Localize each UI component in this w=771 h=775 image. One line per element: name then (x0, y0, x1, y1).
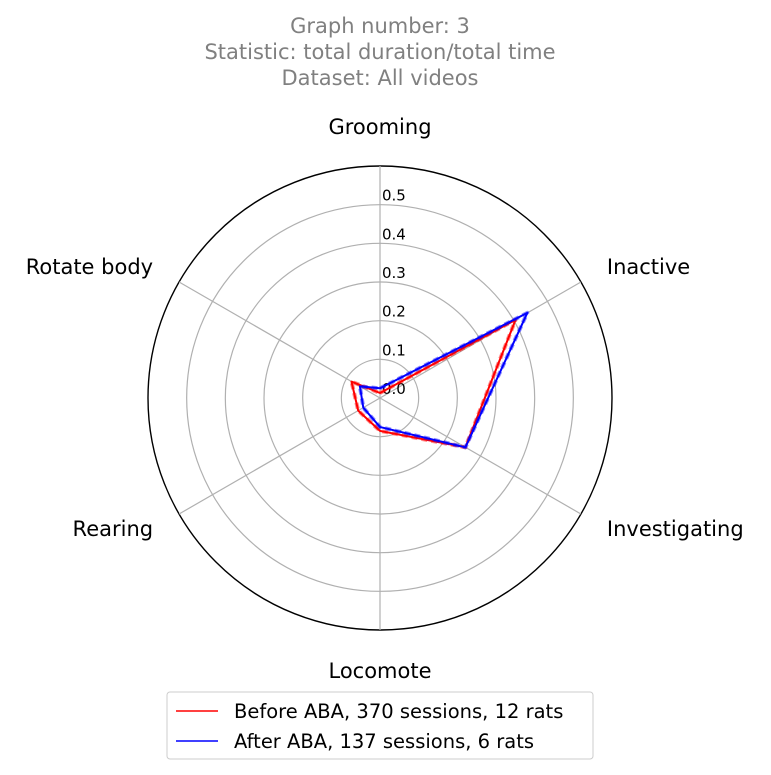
series-line-before (350, 318, 517, 449)
category-label-investigating: Investigating (607, 517, 744, 541)
category-label-inactive: Inactive (607, 255, 690, 279)
legend-box (166, 691, 594, 760)
category-label-locomote: Locomote (328, 659, 431, 683)
radial-tick-label: 0.5 (382, 187, 406, 205)
radial-tick-label: 0.2 (382, 303, 406, 321)
spoke-line (379, 281, 582, 399)
data-series (349, 310, 530, 450)
radial-tick-label: 0.1 (382, 341, 406, 359)
spoke-line (178, 397, 381, 515)
legend: Before ABA, 370 sessions, 12 rats After … (166, 691, 594, 760)
chart-title-line-1: Graph number: 3 (290, 14, 470, 38)
category-label-rotate-body: Rotate body (26, 255, 153, 279)
legend-label-after: After ABA, 137 sessions, 6 rats (234, 730, 534, 753)
radial-tick-label: 0.3 (382, 264, 406, 282)
chart-title-line-3: Dataset: All videos (282, 66, 479, 90)
radar-spokes (178, 166, 582, 630)
category-label-grooming: Grooming (328, 115, 431, 139)
legend-label-before: Before ABA, 370 sessions, 12 rats (234, 700, 563, 723)
spoke-line (379, 397, 582, 515)
category-label-rearing: Rearing (73, 517, 154, 541)
chart-title-line-2: Statistic: total duration/total time (204, 40, 555, 64)
spoke-line (178, 281, 381, 399)
radial-tick-label: 0.4 (382, 225, 406, 243)
category-labels: Grooming Inactive Investigating Locomote Rea… (26, 115, 744, 683)
